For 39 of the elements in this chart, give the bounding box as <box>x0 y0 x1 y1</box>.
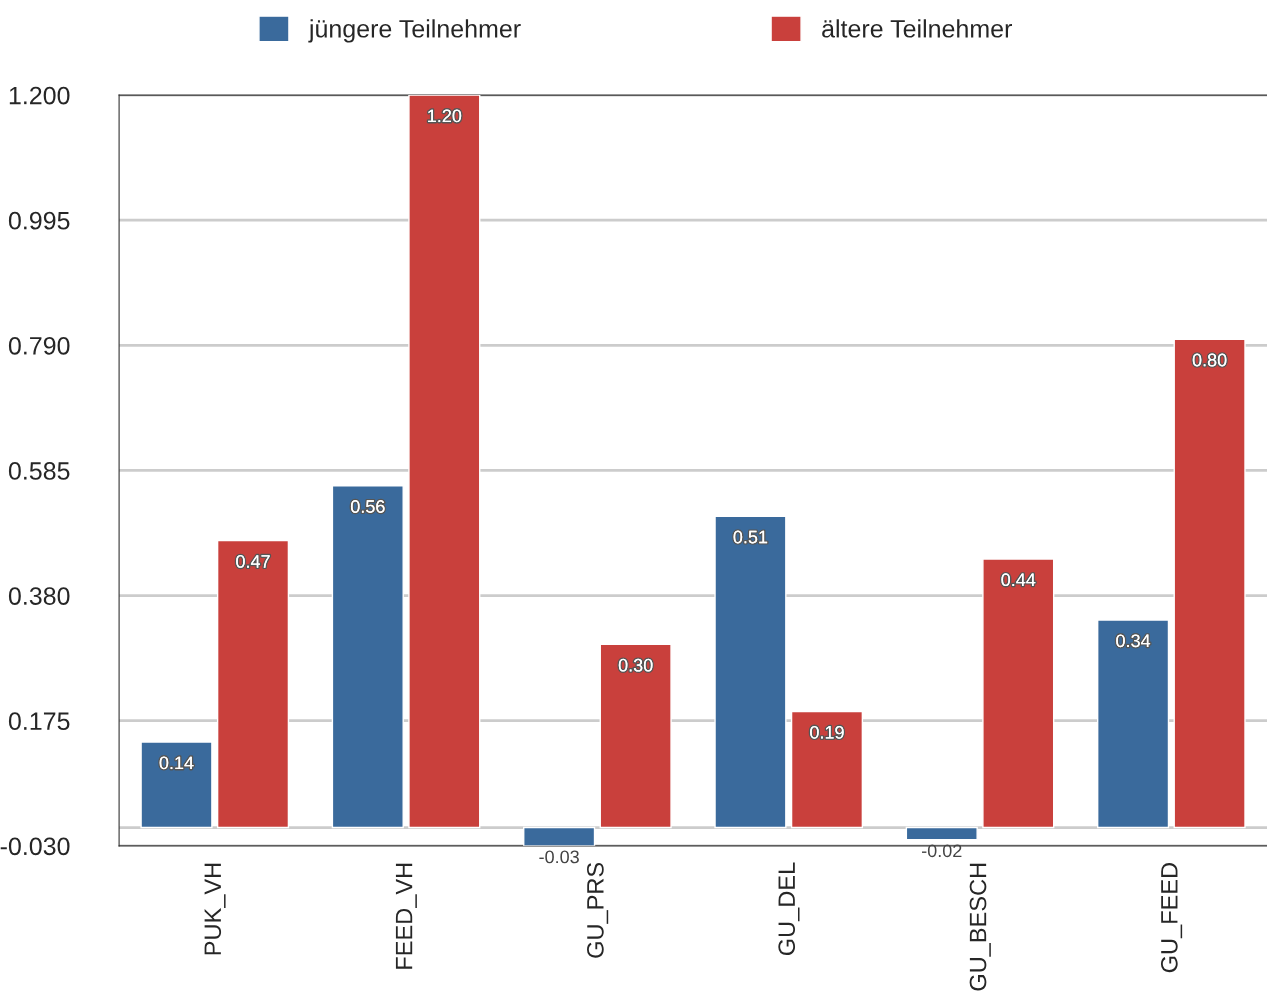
data-label: 0.51 <box>733 530 768 544</box>
y-tick-label: 0.790 <box>8 336 70 355</box>
bar <box>599 643 672 829</box>
data-label: 0.44 <box>1001 573 1036 587</box>
y-tick-label: 1.200 <box>9 86 70 105</box>
data-label: 0.34 <box>1116 634 1151 648</box>
data-label: 0.14 <box>159 756 194 770</box>
legend-label: jüngere Teilnehmer <box>308 19 521 43</box>
data-label: 1.20 <box>428 109 462 123</box>
data-label: 0.19 <box>810 725 844 739</box>
x-tick-label: PUK_VH <box>204 863 226 955</box>
data-label: -0.02 <box>921 844 962 858</box>
x-tick-label: GU_DEL <box>778 862 800 956</box>
bar <box>1173 338 1246 829</box>
data-label: 0.56 <box>350 500 385 513</box>
bar <box>140 741 213 829</box>
bar <box>1096 619 1170 829</box>
bar <box>714 515 787 829</box>
y-tick-label: 0.175 <box>8 712 70 731</box>
bar <box>523 826 596 846</box>
legend-label: ältere Teilnehmer <box>822 19 1012 38</box>
data-label: 0.47 <box>236 555 270 568</box>
bar <box>216 539 290 829</box>
x-tick-label: GU_FEED <box>1160 862 1183 973</box>
y-tick-label: 0.995 <box>8 211 70 230</box>
y-tick-label: 0.380 <box>8 587 70 605</box>
bar <box>790 710 864 829</box>
y-tick-label: 0.585 <box>8 462 70 480</box>
y-tick-label: -0.030 <box>0 837 70 856</box>
bar <box>408 95 481 829</box>
data-label: 0.80 <box>1192 353 1227 367</box>
x-tick-label: FEED_VH <box>395 863 417 969</box>
data-label: -0.03 <box>539 850 579 864</box>
bar <box>331 485 404 829</box>
x-tick-label: GU_BESCH <box>969 863 991 991</box>
bar <box>982 558 1055 829</box>
x-tick-label: GU_PRS <box>587 862 609 958</box>
data-label: 0.30 <box>618 658 653 672</box>
bar <box>905 826 978 841</box>
